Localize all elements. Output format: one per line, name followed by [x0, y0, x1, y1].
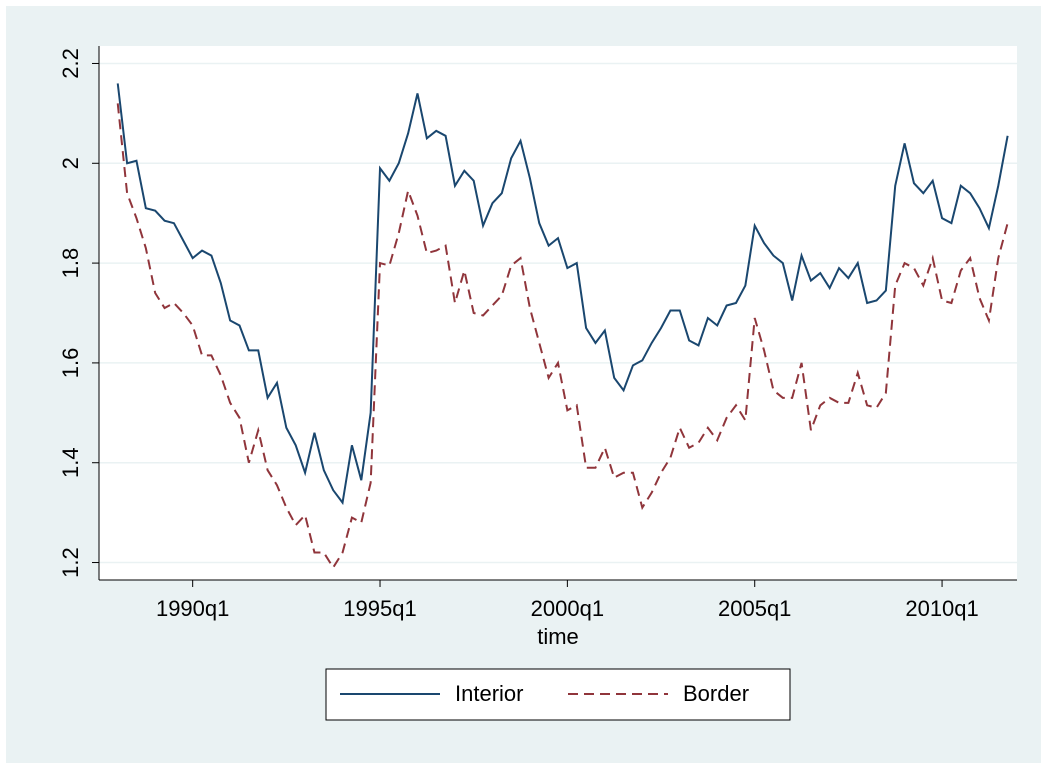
legend-label: Border [683, 681, 749, 706]
y-tick-label: 2.2 [58, 48, 83, 79]
x-tick-label: 2000q1 [531, 596, 604, 621]
series-line [116, 83, 1009, 506]
y-tick-label: 1.4 [58, 447, 83, 478]
y-tick-label: 1.6 [58, 348, 83, 379]
x-tick-label: 1990q1 [156, 596, 229, 621]
legend-label: Interior [455, 681, 523, 706]
x-axis-label: time [537, 624, 579, 649]
y-tick-label: 2 [58, 157, 83, 169]
plot-area [99, 46, 1017, 580]
y-tick-label: 1.2 [58, 547, 83, 578]
y-tick-label: 1.8 [58, 248, 83, 279]
x-tick-label: 2010q1 [905, 596, 978, 621]
series-line [116, 103, 1009, 570]
x-tick-label: 2005q1 [718, 596, 791, 621]
x-tick-label: 1995q1 [343, 596, 416, 621]
